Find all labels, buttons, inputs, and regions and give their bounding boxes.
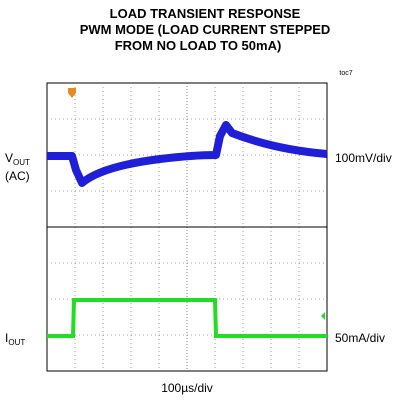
iout-trace	[47, 298, 327, 338]
title-line: LOAD TRANSIENT RESPONSE	[110, 6, 301, 21]
vout-note: (AC)	[5, 169, 30, 183]
vout-label: VOUT	[5, 151, 30, 167]
vout-trace	[47, 121, 328, 187]
title-line: FROM NO LOAD TO 50mA)	[115, 38, 282, 53]
iout-label: IOUT	[5, 331, 25, 347]
title-line: PWM MODE (LOAD CURRENT STEPPED	[80, 22, 331, 37]
timebase: 100µs/div	[161, 381, 213, 395]
vout-scale: 100mV/div	[335, 151, 392, 165]
scope-grid	[46, 82, 328, 372]
figure-tag: toc7	[339, 70, 352, 77]
iout-scale: 50mA/div	[335, 331, 385, 345]
level-marker	[321, 312, 325, 320]
trigger-marker	[68, 88, 76, 98]
